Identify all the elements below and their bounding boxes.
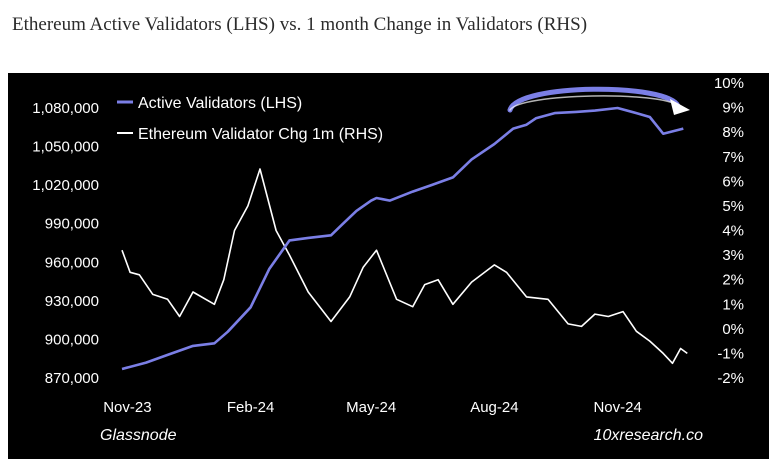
chart-svg: 1,080,000 1,050,000 1,020,000 990,000 960,00… xyxy=(32,75,744,444)
y-right-tick-label: 3% xyxy=(722,247,744,264)
active-validators-line xyxy=(121,106,684,371)
y-left-tick-label: 870,000 xyxy=(45,370,99,387)
y-right-tick-label: 4% xyxy=(722,223,744,240)
y-right-tick-label: 10% xyxy=(714,75,744,92)
source-label: Glassnode xyxy=(100,427,177,444)
trend-arrow-arc xyxy=(507,86,681,113)
y-left-tick-label: 1,050,000 xyxy=(32,139,99,156)
legend-label-active: Active Validators (LHS) xyxy=(138,95,302,112)
trend-arrow-highlight xyxy=(509,95,679,111)
page-title: Ethereum Active Validators (LHS) vs. 1 m… xyxy=(12,14,588,35)
y-right-tick-label: 2% xyxy=(722,272,744,289)
y-right-tick-label: -2% xyxy=(717,370,744,387)
chart-panel: 1,080,000 1,050,000 1,020,000 990,000 960,00… xyxy=(8,73,769,459)
website-label: 10xresearch.co xyxy=(594,427,703,444)
y-left-tick-label: 990,000 xyxy=(45,216,99,233)
y-right-tick-label: -1% xyxy=(717,345,744,362)
x-tick-label: Nov-24 xyxy=(593,399,641,416)
legend: Active Validators (LHS) Ethereum Validat… xyxy=(117,95,383,143)
trend-arrow xyxy=(507,86,690,115)
y-left-tick-label: 1,020,000 xyxy=(32,177,99,194)
y-left-tick-label: 900,000 xyxy=(45,331,99,348)
y-left-tick-label: 960,000 xyxy=(45,254,99,271)
y-right-tick-label: 5% xyxy=(722,198,744,215)
y-right-tick-label: 6% xyxy=(722,173,744,190)
y-right-tick-label: 0% xyxy=(722,321,744,338)
left-axis: 1,080,000 1,050,000 1,020,000 990,000 960,00… xyxy=(32,100,99,387)
x-tick-label: Feb-24 xyxy=(227,399,275,416)
y-right-tick-label: 8% xyxy=(722,124,744,141)
series-layer xyxy=(121,106,688,371)
legend-label-change: Ethereum Validator Chg 1m (RHS) xyxy=(138,126,383,143)
y-left-tick-label: 930,000 xyxy=(45,293,99,310)
right-axis: 10% 9% 8% 7% 6% 5% 4% 3% 2% 1% 0% -1% -2% xyxy=(714,75,744,387)
x-tick-label: Aug-24 xyxy=(470,399,518,416)
y-left-tick-label: 1,080,000 xyxy=(32,100,99,117)
y-right-tick-label: 9% xyxy=(722,100,744,117)
trend-arrow-head xyxy=(670,99,690,115)
x-tick-label: Nov-23 xyxy=(103,399,151,416)
y-right-tick-label: 7% xyxy=(722,149,744,166)
y-right-tick-label: 1% xyxy=(722,296,744,313)
x-tick-label: May-24 xyxy=(346,399,396,416)
x-axis: Nov-23 Feb-24 May-24 Aug-24 Nov-24 xyxy=(103,399,642,416)
validator-change-line xyxy=(121,168,688,365)
